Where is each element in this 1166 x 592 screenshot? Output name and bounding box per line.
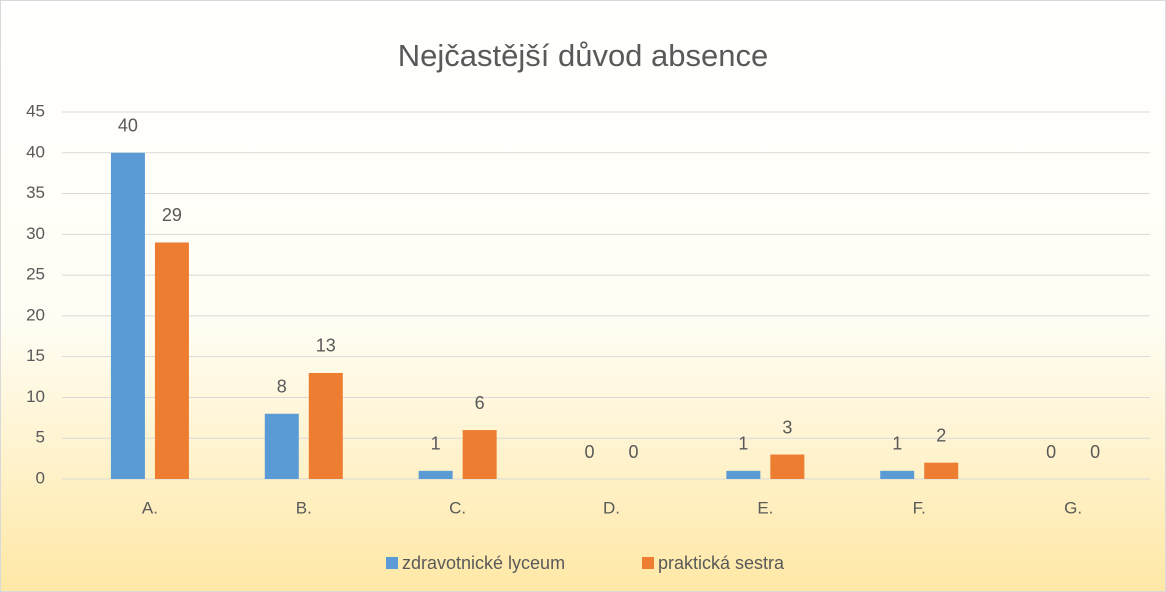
legend-swatch [642,557,654,569]
data-label: 0 [1046,442,1056,462]
data-label: 1 [431,434,441,454]
bar [308,372,343,479]
y-tick-label: 15 [26,346,45,365]
x-tick-label: G. [1064,498,1082,517]
x-tick-label: E. [757,498,773,517]
legend-swatch [386,557,398,569]
data-label: 29 [162,205,182,225]
data-label: 8 [277,377,287,397]
data-label: 0 [1090,442,1100,462]
y-tick-label: 30 [26,224,45,243]
data-label: 0 [628,442,638,462]
data-label: 13 [316,336,336,356]
data-label: 0 [584,442,594,462]
bar [924,462,959,479]
x-tick-label: A. [142,498,158,517]
x-tick-label: F. [913,498,926,517]
data-label: 2 [936,425,946,445]
data-label: 40 [118,116,138,136]
y-tick-label: 40 [26,142,45,161]
y-tick-label: 5 [36,428,45,447]
data-label: 1 [892,434,902,454]
y-tick-label: 35 [26,183,45,202]
bar [726,470,761,479]
data-label: 3 [782,417,792,437]
y-tick-label: 20 [26,305,45,324]
data-label: 6 [475,393,485,413]
x-tick-label: B. [296,498,312,517]
legend-label: zdravotnické lyceum [402,553,565,573]
bar [770,454,805,479]
y-tick-label: 10 [26,387,45,406]
chart-title: Nejčastější důvod absence [398,38,769,73]
bar [462,430,497,479]
y-tick-label: 0 [36,468,45,487]
data-label: 1 [738,434,748,454]
y-tick-label: 25 [26,265,45,284]
legend-label: praktická sestra [658,553,785,573]
x-tick-label: D. [603,498,620,517]
bar [264,413,299,479]
bar [110,152,145,479]
bar [880,470,915,479]
x-tick-label: C. [449,498,466,517]
y-tick-label: 45 [26,101,45,120]
bar [154,242,189,479]
bar [418,470,453,479]
